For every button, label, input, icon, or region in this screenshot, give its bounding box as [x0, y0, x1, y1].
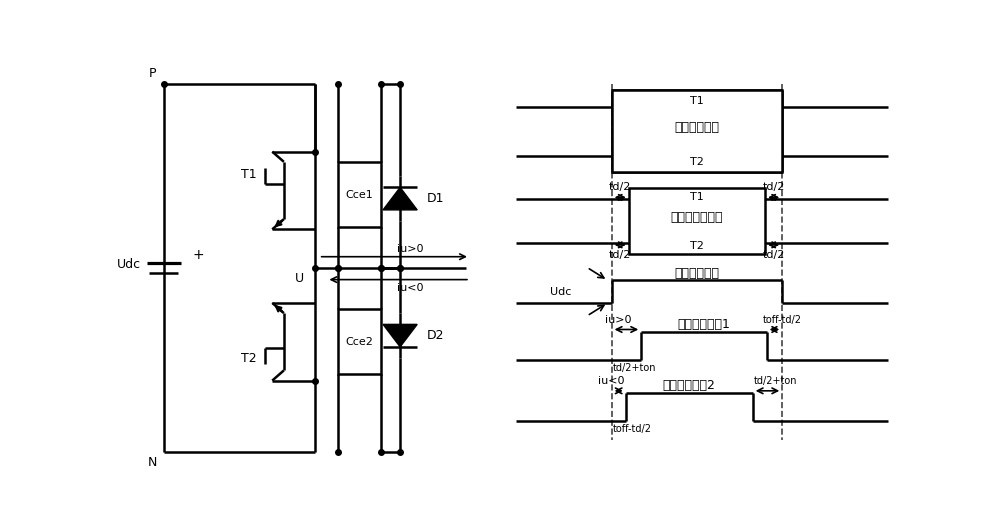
Polygon shape	[383, 324, 417, 347]
Text: T2: T2	[241, 352, 257, 365]
Text: td/2: td/2	[609, 182, 631, 192]
Text: Udc: Udc	[116, 258, 140, 271]
Text: T2: T2	[690, 241, 704, 251]
Text: toff-td/2: toff-td/2	[763, 315, 802, 325]
Bar	[338, 309, 381, 374]
Text: T1: T1	[241, 168, 257, 181]
Text: toff-td/2: toff-td/2	[613, 424, 652, 434]
Text: N: N	[147, 456, 157, 469]
Text: T1: T1	[690, 192, 704, 202]
Bar	[629, 189, 765, 254]
Text: td/2: td/2	[609, 250, 631, 260]
Text: td/2: td/2	[762, 250, 785, 260]
Text: Cce2: Cce2	[346, 337, 373, 347]
Text: td/2+ton: td/2+ton	[613, 363, 657, 373]
Text: U: U	[295, 272, 304, 285]
Polygon shape	[383, 187, 417, 210]
Text: T2: T2	[690, 157, 704, 167]
Text: D2: D2	[427, 329, 445, 342]
Text: td/2+ton: td/2+ton	[753, 376, 797, 387]
Text: td/2: td/2	[762, 182, 785, 192]
Text: D1: D1	[427, 192, 445, 205]
Text: iu<0: iu<0	[397, 283, 423, 293]
Text: T1: T1	[690, 96, 704, 106]
Text: 带死区驱动波形: 带死区驱动波形	[671, 211, 723, 224]
Text: P: P	[148, 67, 156, 80]
Text: 理想输出电压: 理想输出电压	[674, 267, 719, 279]
Text: 理想驱动波形: 理想驱动波形	[674, 121, 719, 134]
Bar	[612, 90, 782, 172]
Text: iu>0: iu>0	[605, 315, 632, 325]
Text: 实际输出电压1: 实际输出电压1	[677, 318, 730, 331]
Text: +: +	[192, 248, 204, 262]
Text: 实际输出电压2: 实际输出电压2	[663, 379, 716, 392]
Bar	[338, 162, 381, 227]
Text: Cce1: Cce1	[346, 190, 373, 200]
Text: Udc: Udc	[550, 287, 571, 297]
Text: iu>0: iu>0	[397, 244, 423, 253]
Text: iu<0: iu<0	[598, 376, 624, 387]
